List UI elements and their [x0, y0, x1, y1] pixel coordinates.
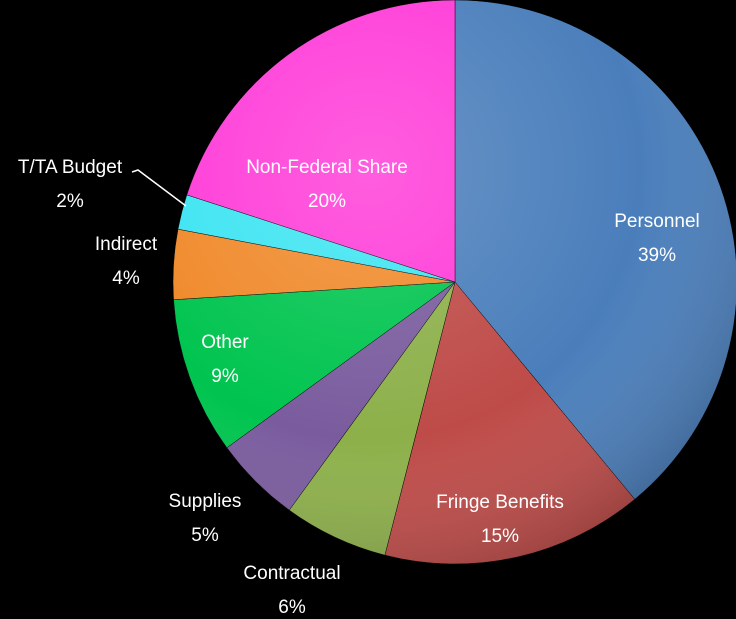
slice-value-label: 4%	[112, 268, 140, 289]
slice-label: Personnel	[614, 211, 700, 232]
slice-value-label: 2%	[56, 191, 84, 212]
slice-value-label: 9%	[211, 366, 239, 387]
slice-value-label: 20%	[308, 191, 346, 212]
leader-line	[131, 169, 187, 207]
slice-label: Other	[201, 332, 249, 353]
slice-value-label: 39%	[638, 245, 676, 266]
slice-value-label: 15%	[481, 526, 519, 547]
slice-label: Contractual	[243, 563, 340, 584]
slice-label: Non-Federal Share	[246, 157, 408, 178]
slice-label: T/TA Budget	[18, 157, 123, 178]
slice-value-label: 5%	[191, 525, 219, 546]
slice-label: Fringe Benefits	[436, 492, 564, 513]
slice-value-label: 6%	[278, 597, 306, 618]
slice-label: Supplies	[169, 491, 242, 512]
slice-label: Indirect	[95, 234, 158, 255]
